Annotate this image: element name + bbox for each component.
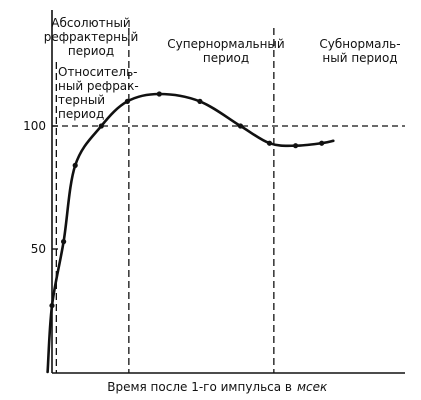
period-label-relative-2: терный [58, 93, 105, 107]
period-label-supernormal-0: Супернормальный [167, 37, 284, 51]
period-label-subnormal-1: ный период [322, 51, 397, 65]
period-label-absolute-0: Абсолютный [51, 16, 130, 30]
data-point-7 [237, 123, 244, 129]
chart-marks [46, 91, 335, 374]
period-label-relative-1: ный рефрак- [58, 79, 139, 93]
data-point-8 [266, 140, 273, 146]
chart-labels: Время после 1-го импульса в мсек 50 100 Аб… [23, 16, 400, 394]
data-point-5 [156, 91, 162, 97]
x-axis-unit: мсек [297, 380, 328, 394]
period-label-relative-3: период [58, 107, 104, 121]
data-point-2 [72, 162, 78, 168]
data-point-6 [197, 98, 203, 104]
y-tick-label-1: 100 [23, 119, 46, 133]
x-axis-label: Время после 1-го импульса в [107, 380, 292, 394]
period-label-supernormal-1: период [203, 51, 249, 65]
data-point-3 [98, 123, 104, 129]
period-label-absolute-1: рефрактерный [44, 30, 139, 44]
series-line [46, 92, 335, 374]
y-tick-label-0: 50 [31, 242, 46, 256]
data-point-0 [49, 302, 55, 309]
data-point-1 [61, 239, 67, 245]
period-label-relative-0: Относитель- [58, 65, 137, 79]
data-point-10 [319, 140, 325, 146]
period-label-subnormal-0: Субнормаль- [319, 37, 400, 51]
data-point-9 [293, 143, 299, 149]
period-label-absolute-2: период [68, 44, 114, 58]
data-point-4 [124, 98, 130, 104]
